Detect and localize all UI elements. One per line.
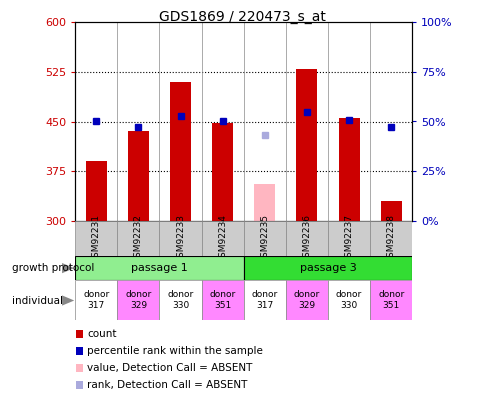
Bar bbox=[86, 161, 106, 221]
FancyBboxPatch shape bbox=[327, 221, 369, 256]
Text: donor
351: donor 351 bbox=[209, 290, 235, 310]
FancyBboxPatch shape bbox=[75, 256, 243, 280]
FancyBboxPatch shape bbox=[201, 280, 243, 320]
Polygon shape bbox=[62, 263, 74, 273]
Bar bbox=[169, 82, 191, 221]
Text: passage 3: passage 3 bbox=[299, 263, 356, 273]
Text: individual: individual bbox=[12, 296, 63, 305]
FancyBboxPatch shape bbox=[243, 221, 285, 256]
Text: GSM92234: GSM92234 bbox=[218, 214, 227, 263]
FancyBboxPatch shape bbox=[159, 221, 201, 256]
Text: donor
330: donor 330 bbox=[335, 290, 362, 310]
Text: donor
317: donor 317 bbox=[83, 290, 109, 310]
FancyBboxPatch shape bbox=[285, 280, 327, 320]
Text: GSM92235: GSM92235 bbox=[260, 214, 269, 263]
Bar bbox=[212, 123, 233, 221]
Polygon shape bbox=[62, 295, 74, 306]
FancyBboxPatch shape bbox=[285, 221, 327, 256]
FancyBboxPatch shape bbox=[76, 381, 83, 389]
Bar bbox=[254, 184, 275, 221]
Text: value, Detection Call = ABSENT: value, Detection Call = ABSENT bbox=[87, 363, 252, 373]
Text: donor
351: donor 351 bbox=[378, 290, 404, 310]
Text: GDS1869 / 220473_s_at: GDS1869 / 220473_s_at bbox=[159, 10, 325, 24]
Text: growth protocol: growth protocol bbox=[12, 263, 94, 273]
FancyBboxPatch shape bbox=[117, 221, 159, 256]
Bar bbox=[380, 201, 401, 221]
FancyBboxPatch shape bbox=[76, 364, 83, 372]
Text: donor
329: donor 329 bbox=[293, 290, 319, 310]
FancyBboxPatch shape bbox=[243, 256, 411, 280]
FancyBboxPatch shape bbox=[369, 280, 411, 320]
Bar bbox=[338, 118, 359, 221]
Text: GSM92236: GSM92236 bbox=[302, 214, 311, 263]
FancyBboxPatch shape bbox=[75, 221, 117, 256]
FancyBboxPatch shape bbox=[75, 280, 117, 320]
Text: donor
330: donor 330 bbox=[167, 290, 193, 310]
FancyBboxPatch shape bbox=[159, 280, 201, 320]
Text: GSM92232: GSM92232 bbox=[134, 214, 143, 263]
FancyBboxPatch shape bbox=[201, 221, 243, 256]
FancyBboxPatch shape bbox=[327, 280, 369, 320]
FancyBboxPatch shape bbox=[76, 330, 83, 338]
Text: GSM92233: GSM92233 bbox=[176, 214, 184, 263]
Text: GSM92237: GSM92237 bbox=[344, 214, 353, 263]
Bar bbox=[296, 68, 317, 221]
FancyBboxPatch shape bbox=[117, 280, 159, 320]
Text: donor
317: donor 317 bbox=[251, 290, 277, 310]
FancyBboxPatch shape bbox=[369, 221, 411, 256]
FancyBboxPatch shape bbox=[243, 280, 285, 320]
Text: count: count bbox=[87, 329, 117, 339]
Text: GSM92231: GSM92231 bbox=[91, 214, 101, 263]
FancyBboxPatch shape bbox=[76, 347, 83, 355]
Text: rank, Detection Call = ABSENT: rank, Detection Call = ABSENT bbox=[87, 380, 247, 390]
Bar bbox=[128, 131, 149, 221]
Text: percentile rank within the sample: percentile rank within the sample bbox=[87, 346, 263, 356]
Text: GSM92238: GSM92238 bbox=[386, 214, 395, 263]
Text: passage 1: passage 1 bbox=[131, 263, 187, 273]
Text: donor
329: donor 329 bbox=[125, 290, 151, 310]
